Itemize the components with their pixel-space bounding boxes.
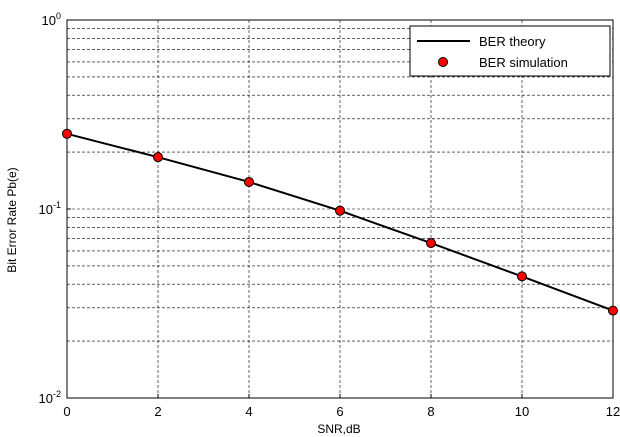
x-axis-label: SNR,dB	[317, 422, 360, 436]
ber-simulation-point	[244, 176, 254, 187]
series-layer	[62, 128, 618, 316]
ber-simulation-point	[62, 128, 72, 139]
x-tick-label: 4	[245, 404, 252, 419]
y-tick-label: 10-2	[39, 389, 61, 406]
x-tick-label: 10	[515, 404, 529, 419]
x-tick-label: 12	[606, 404, 620, 419]
legend-marker-swatch	[438, 57, 448, 67]
legend-label-theory: BER theory	[479, 34, 546, 49]
x-tick-label: 0	[63, 404, 70, 419]
ber-simulation-point	[153, 152, 163, 163]
legend-box	[409, 25, 611, 77]
y-axis-label: Bit Error Rate Pb(e)	[5, 167, 19, 272]
y-tick-label: 10-1	[39, 200, 61, 217]
x-tick-label: 6	[336, 404, 343, 419]
x-tick-label: 2	[154, 404, 161, 419]
x-axis-ticks: 0 2 4 6 8 10 12	[63, 394, 620, 419]
ber-simulation-point	[608, 305, 618, 316]
y-axis-ticks: 100 10-1 10-2	[39, 11, 71, 406]
y-tick-label: 100	[42, 11, 61, 28]
x-tick-label: 8	[427, 404, 434, 419]
legend-label-simulation: BER simulation	[479, 55, 568, 70]
ber-simulation-point	[517, 271, 527, 282]
ber-simulation-point	[426, 238, 436, 249]
legend: BER theory BER simulation	[409, 25, 611, 77]
ber-simulation-point	[335, 205, 345, 216]
